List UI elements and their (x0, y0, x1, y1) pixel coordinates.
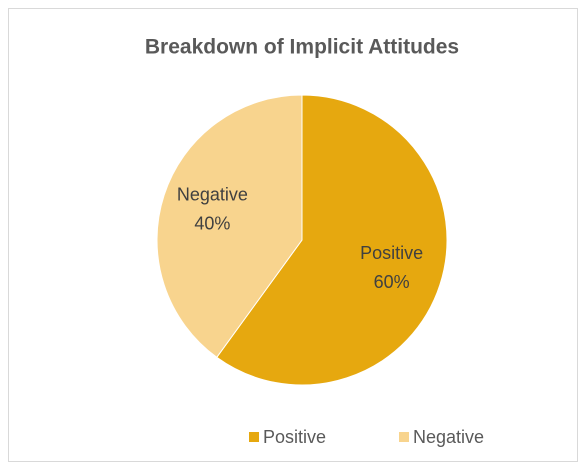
slice-value-label: 40% (194, 214, 230, 234)
pie-slice (216, 94, 448, 386)
slice-category-label: Positive (360, 243, 423, 263)
legend-swatch (399, 432, 409, 442)
pie-slice (156, 94, 303, 359)
chart-title: Breakdown of Implicit Attitudes (145, 36, 459, 59)
legend-label: Positive (263, 427, 326, 447)
legend-swatch (249, 432, 259, 442)
legend-label: Negative (413, 427, 484, 447)
slice-value-label: 60% (374, 272, 410, 292)
slice-category-label: Negative (177, 185, 248, 205)
